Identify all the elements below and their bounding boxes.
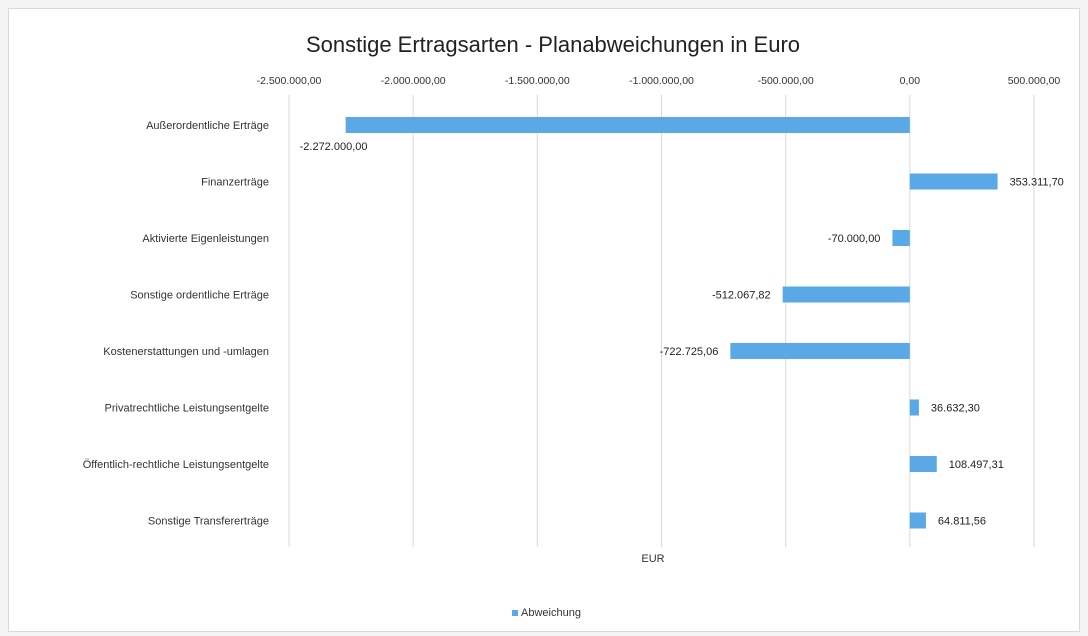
category-label: Öffentlich-rechtliche Leistungsentgelte [83, 459, 269, 471]
x-tick-label: -1.500.000,00 [505, 75, 570, 87]
x-tick-label: -500.000,00 [758, 75, 814, 87]
category-label: Sonstige ordentliche Erträge [130, 290, 269, 302]
bar[interactable] [909, 173, 998, 190]
data-label: 36.632,30 [931, 403, 980, 415]
category-label: Außerordentliche Erträge [146, 120, 269, 132]
bar[interactable] [782, 286, 910, 303]
bar[interactable] [345, 117, 910, 133]
bar[interactable] [909, 512, 926, 529]
x-tick-label: -2.000.000,00 [381, 75, 446, 87]
grid-lines [288, 95, 1035, 547]
data-label: -2.272.000,00 [300, 141, 368, 153]
x-axis-title: EUR [641, 553, 664, 565]
legend[interactable]: Abweichung [512, 607, 581, 619]
data-label: -70.000,00 [828, 233, 881, 245]
bar[interactable] [909, 399, 919, 416]
bar-chart: Sonstige Ertragsarten - Planabweichungen… [83, 32, 1064, 619]
x-tick-label: 0,00 [900, 75, 921, 87]
data-label: 64.811,56 [938, 516, 986, 528]
bar[interactable] [892, 230, 910, 246]
x-tick-label: 500.000,00 [1008, 75, 1061, 87]
chart-frame: Sonstige Ertragsarten - Planabweichungen… [8, 8, 1080, 632]
legend-label: Abweichung [521, 607, 581, 619]
category-label: Sonstige Transfererträge [148, 516, 269, 528]
category-label: Aktivierte Eigenleistungen [142, 233, 269, 245]
x-tick-label: -1.000.000,00 [629, 75, 694, 87]
data-label: -512.067,82 [712, 290, 771, 302]
category-labels: Außerordentliche Erträge Finanzerträge Akt… [83, 120, 269, 528]
x-tick-label: -2.500.000,00 [257, 75, 322, 87]
bar[interactable] [909, 456, 937, 472]
legend-swatch [512, 610, 518, 616]
bars [345, 117, 998, 529]
data-label: 108.497,31 [949, 459, 1004, 471]
category-label: Kostenerstattungen und -umlagen [103, 346, 269, 358]
data-labels: -2.272.000,00 353.311,70 -70.000,00 -512.06… [300, 141, 1064, 528]
bar[interactable] [730, 343, 910, 359]
chart-title: Sonstige Ertragsarten - Planabweichungen… [306, 32, 800, 57]
x-axis-ticks: -2.500.000,00 -2.000.000,00 -1.500.000,00 -… [257, 75, 1061, 87]
category-label: Finanzerträge [201, 177, 269, 189]
data-label: 353.311,70 [1010, 177, 1064, 189]
category-label: Privatrechtliche Leistungsentgelte [105, 403, 269, 415]
data-label: -722.725,06 [660, 346, 719, 358]
